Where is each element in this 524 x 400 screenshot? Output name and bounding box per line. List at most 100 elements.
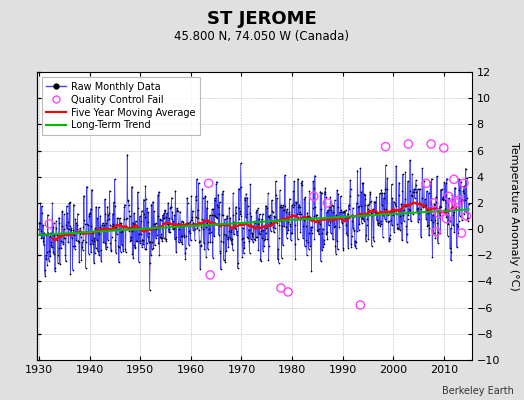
Point [289,204,297,210]
Point [53,236,61,243]
Point [385,235,394,241]
Point [171,188,180,194]
Point [350,228,358,234]
Point [317,205,325,212]
Point [374,220,382,226]
Point [279,242,287,248]
Point [442,213,451,220]
Point [310,193,318,200]
Point [457,200,466,206]
Point [181,250,189,256]
Point [392,163,400,169]
Point [109,223,117,229]
Point [85,213,93,219]
Point [101,211,110,218]
Point [251,224,259,230]
Point [180,234,188,240]
Point [452,206,460,212]
Point [455,176,463,182]
Point [415,210,423,217]
Point [325,203,334,210]
Point [361,192,369,198]
Point [47,239,56,246]
Point [458,196,466,202]
Point [273,220,281,226]
Point [407,192,416,199]
Point [365,200,374,207]
Point [422,207,431,213]
Point [111,176,119,182]
Point [311,212,320,218]
Point [45,248,53,254]
Point [201,193,210,199]
Point [56,232,64,238]
Point [425,225,434,231]
Point [156,217,165,224]
Point [225,235,234,241]
Point [71,216,80,222]
Point [298,216,307,222]
Point [207,221,215,228]
Point [156,216,165,222]
Point [142,246,150,253]
Point [115,243,124,250]
Point [399,171,407,178]
Point [165,215,173,222]
Point [408,189,417,196]
Point [342,207,350,214]
Point [232,203,240,210]
Point [202,223,210,230]
Point [419,204,428,210]
Point [115,215,124,222]
Point [204,180,213,186]
Point [359,180,367,186]
Point [302,223,310,230]
Point [309,185,318,192]
Point [227,226,236,233]
Point [277,285,285,291]
Point [202,254,210,260]
Point [289,188,298,194]
Point [105,209,113,216]
Point [165,226,173,232]
Point [135,239,144,246]
Point [400,203,409,209]
Point [270,228,278,235]
Point [384,219,392,226]
Point [357,189,365,195]
Point [449,195,457,202]
Point [437,204,445,210]
Point [278,204,287,210]
Point [36,231,44,238]
Point [384,212,392,218]
Point [396,226,404,233]
Point [114,242,123,249]
Point [262,202,270,209]
Point [443,232,452,239]
Point [253,234,261,240]
Point [189,226,197,233]
Point [219,212,227,218]
Point [282,234,291,241]
Point [286,221,294,228]
Point [217,237,225,244]
Point [445,193,453,200]
Point [160,210,168,217]
Point [124,198,133,204]
Point [303,210,311,216]
Point [97,258,105,264]
Point [40,230,48,236]
Point [258,211,267,217]
Point [176,237,184,243]
Point [141,196,150,202]
Point [462,213,471,219]
Point [385,238,393,244]
Point [190,222,198,228]
Point [321,185,330,192]
Point [206,229,215,235]
Point [158,235,166,242]
Point [398,237,406,243]
Point [93,215,102,222]
Point [262,225,270,232]
Point [264,190,272,196]
